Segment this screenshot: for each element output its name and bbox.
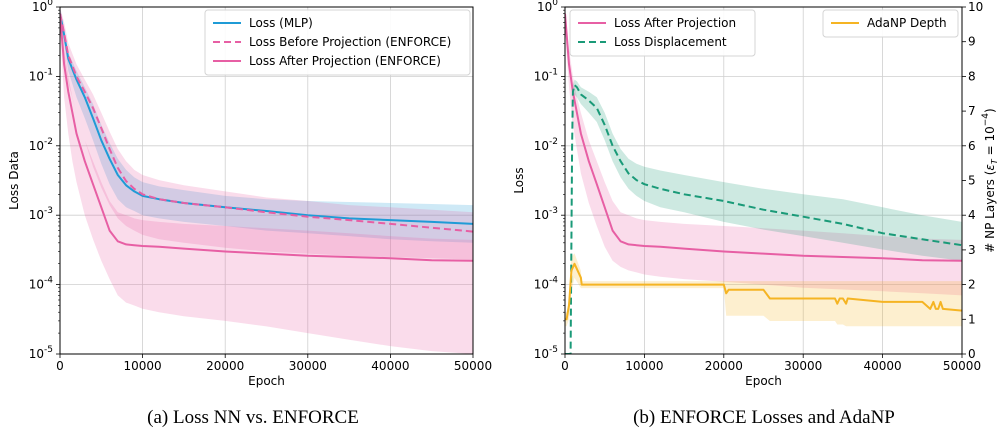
legend: Loss (MLP) Loss Before Projection (ENFORC… — [204, 9, 471, 76]
caption-a: (a) Loss NN vs. ENFORCE — [147, 407, 359, 428]
y-right-tick-label: 2 — [968, 278, 976, 292]
chart-panel-a: (a) Loss NN vs. ENFORCE 0 10000 20000 30000… — [7, 0, 492, 428]
series-line — [60, 13, 473, 225]
y-tick-label: 10-2 — [29, 137, 53, 153]
legend-entry: Loss Before Projection (ENFORCE) — [249, 35, 451, 49]
series-band — [60, 7, 473, 354]
x-axis-label: Epoch — [745, 374, 782, 388]
y-right-tick-label: 7 — [968, 104, 976, 118]
legend-entry: Loss After Projection (ENFORCE) — [249, 54, 441, 68]
y-right-axis-label: # NP Layers (εT = 10−4) — [981, 108, 999, 252]
legend-box — [204, 9, 471, 76]
y-right-tick-label: 10 — [968, 0, 983, 14]
x-tick-label: 40000 — [864, 359, 902, 373]
x-tick-label: 0 — [56, 359, 64, 373]
plot-frame — [564, 6, 963, 355]
series-band — [565, 79, 962, 354]
y-tick-label: 10-5 — [534, 345, 558, 361]
x-tick-label: 20000 — [705, 359, 743, 373]
plot-area — [565, 7, 962, 354]
y-axis-label: Loss — [512, 167, 526, 193]
y-right-tick-label: 8 — [968, 69, 976, 83]
x-tick-label: 10000 — [625, 359, 663, 373]
series-line — [60, 13, 473, 262]
chart-panel-b: (b) ENFORCE Losses and AdaNP 0 10000 20000… — [512, 0, 999, 428]
x-tick-label: 30000 — [784, 359, 822, 373]
series-line — [565, 262, 962, 321]
y-tick-label: 10-1 — [534, 67, 558, 83]
y-tick-label: 10-5 — [29, 345, 53, 361]
y-tick-label: 100 — [537, 0, 558, 14]
x-tick-label: 20000 — [206, 359, 244, 373]
series-band — [60, 7, 473, 260]
y-tick-label: 10-1 — [29, 67, 53, 83]
series-band — [60, 7, 473, 243]
y-tick-label: 10-3 — [29, 206, 53, 222]
plot-frame — [59, 6, 474, 355]
x-tick-label: 0 — [561, 359, 569, 373]
series-line — [565, 13, 962, 262]
y-right-tick-label: 5 — [968, 174, 976, 188]
legend-entry: Loss (MLP) — [249, 16, 313, 30]
x-tick-label: 50000 — [943, 359, 981, 373]
y-right-tick-label: 1 — [968, 312, 976, 326]
x-tick-label: 40000 — [371, 359, 409, 373]
y-axis-label: Loss Data — [7, 151, 21, 210]
x-tick-label: 30000 — [289, 359, 327, 373]
legend: AdaNP Depth — [822, 9, 959, 38]
y-tick-label: 10-4 — [534, 276, 559, 292]
x-axis-label: Epoch — [248, 374, 285, 388]
series-band — [565, 7, 962, 296]
caption-b: (b) ENFORCE Losses and AdaNP — [633, 407, 895, 428]
legend-entry: Loss Displacement — [614, 35, 727, 49]
y-right-tick-label: 9 — [968, 35, 976, 49]
legend-box — [569, 9, 756, 57]
legend: Loss After Projection Loss Displacement — [569, 9, 756, 57]
y-right-tick-label: 6 — [968, 139, 976, 153]
y-tick-label: 100 — [32, 0, 53, 14]
y-right-tick-label: 3 — [968, 243, 976, 257]
plot-area — [60, 7, 473, 354]
legend-box — [822, 9, 959, 38]
x-tick-label: 50000 — [454, 359, 492, 373]
y-tick-label: 10-2 — [534, 137, 558, 153]
x-tick-label: 10000 — [124, 359, 162, 373]
series-line — [60, 13, 473, 233]
y-right-tick-label: 4 — [968, 208, 976, 222]
y-tick-label: 10-3 — [534, 206, 558, 222]
y-right-tick-label: 0 — [968, 347, 976, 361]
y-tick-label: 10-4 — [29, 276, 54, 292]
legend-entry: Loss After Projection — [614, 16, 736, 30]
legend-entry: AdaNP Depth — [867, 16, 947, 30]
